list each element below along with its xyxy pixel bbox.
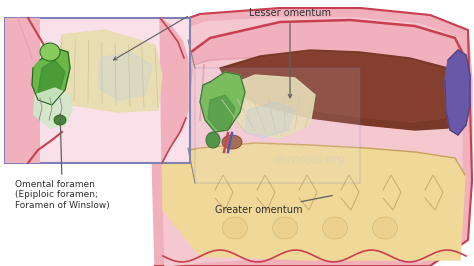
Ellipse shape xyxy=(54,115,66,125)
Ellipse shape xyxy=(373,217,398,239)
Polygon shape xyxy=(38,60,65,100)
Text: osmosis.org: osmosis.org xyxy=(274,153,346,167)
Polygon shape xyxy=(58,30,162,112)
Text: Omental foramen
(Epiploic foramen;
Foramen of Winslow): Omental foramen (Epiploic foramen; Foram… xyxy=(15,114,110,210)
Bar xyxy=(5,18,190,163)
Ellipse shape xyxy=(222,217,247,239)
Ellipse shape xyxy=(40,43,60,61)
Polygon shape xyxy=(168,62,225,140)
Bar xyxy=(5,18,40,163)
Ellipse shape xyxy=(222,135,242,149)
Polygon shape xyxy=(218,75,315,138)
Polygon shape xyxy=(98,52,152,100)
Polygon shape xyxy=(163,143,465,260)
Ellipse shape xyxy=(206,132,220,148)
Text: Lesser omentum: Lesser omentum xyxy=(249,8,331,98)
Polygon shape xyxy=(208,95,235,130)
Ellipse shape xyxy=(273,217,298,239)
Polygon shape xyxy=(158,20,462,90)
Polygon shape xyxy=(200,72,245,132)
Polygon shape xyxy=(225,52,450,122)
Polygon shape xyxy=(160,18,188,163)
Polygon shape xyxy=(160,18,462,266)
Bar xyxy=(195,68,360,183)
Ellipse shape xyxy=(322,217,347,239)
Polygon shape xyxy=(245,102,295,138)
Polygon shape xyxy=(32,48,70,105)
Text: Greater omentum: Greater omentum xyxy=(215,196,332,215)
Polygon shape xyxy=(215,50,460,130)
Polygon shape xyxy=(445,50,470,135)
Polygon shape xyxy=(150,8,472,266)
Polygon shape xyxy=(34,88,72,128)
